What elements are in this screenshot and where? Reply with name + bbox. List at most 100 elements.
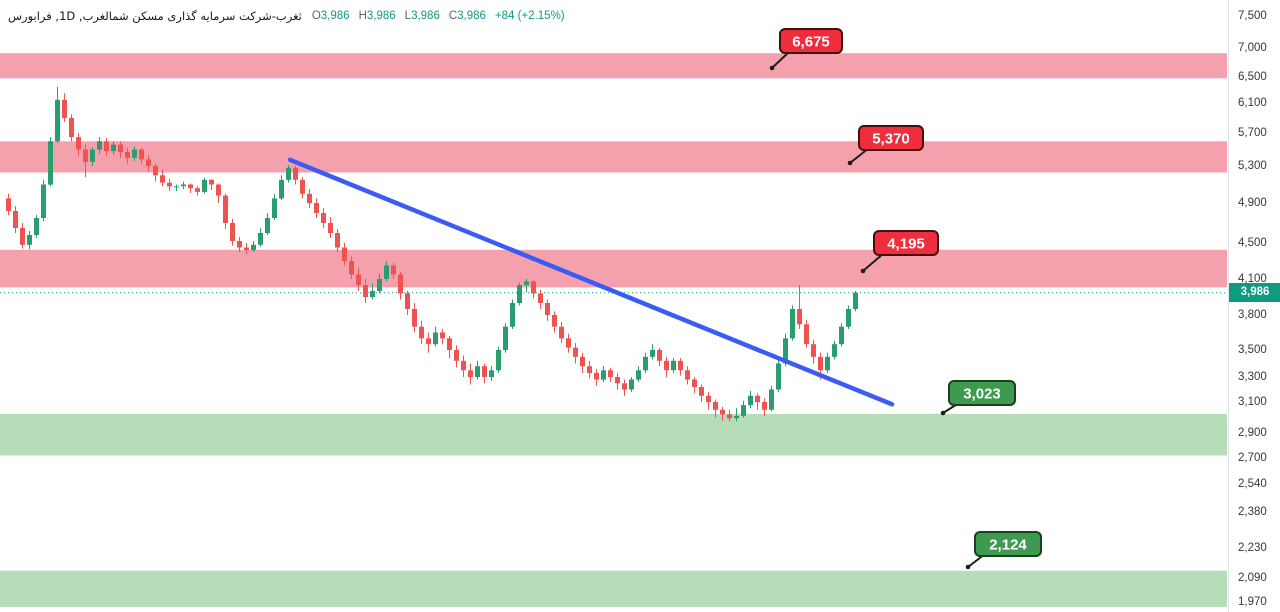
price-scale[interactable]: 3,986 7,500 7,000 6,500 6,100 5,700 5,300 4,90… (1228, 0, 1280, 612)
candle (769, 389, 774, 410)
candle (734, 415, 739, 419)
candle (797, 309, 802, 325)
candle (615, 377, 620, 384)
price-flag-6675[interactable]: 6,675 (769, 28, 843, 71)
y-axis-tick: 7,500 (1238, 10, 1267, 22)
candle (776, 363, 781, 390)
y-axis-tick: 3,500 (1238, 344, 1267, 356)
candle (314, 203, 319, 213)
close-value: 3,986 (457, 10, 486, 22)
candle (62, 99, 67, 119)
low-value: 3,986 (411, 10, 440, 22)
candle (188, 184, 193, 189)
symbol-title[interactable]: ثغرب-شرکت سرمایه گذاری مسکن شمالغرب, 1D,… (8, 9, 302, 23)
candle (804, 324, 809, 345)
flag-price-text: 4,195 (887, 236, 925, 253)
price-flag-3023[interactable]: 3,023 (940, 380, 1016, 416)
candle (664, 360, 669, 371)
price-flag-5370[interactable]: 5,370 (847, 125, 924, 166)
candle (566, 338, 571, 348)
candle (223, 195, 228, 223)
candle (594, 372, 599, 380)
descending-trendline[interactable] (287, 157, 895, 407)
demand-zone[interactable] (0, 413, 1227, 456)
candle (482, 366, 487, 377)
candle (790, 309, 795, 339)
candle (538, 293, 543, 303)
demand-zone[interactable] (0, 570, 1227, 607)
candle (853, 292, 858, 309)
candle (90, 149, 95, 162)
candle (391, 265, 396, 275)
candle (489, 370, 494, 378)
supply-zone[interactable] (0, 141, 1227, 173)
y-axis-tick: 2,700 (1238, 452, 1267, 464)
ohlc-low: L3,986 (405, 10, 440, 22)
candle (293, 167, 298, 180)
candle-wick (176, 184, 177, 191)
candles (6, 86, 858, 422)
candle (104, 141, 109, 152)
y-axis-tick: 6,100 (1238, 97, 1267, 109)
candle (699, 387, 704, 396)
candle (678, 360, 683, 371)
y-axis-tick: 1,970 (1238, 596, 1267, 608)
y-axis-tick: 4,500 (1238, 237, 1267, 249)
candle (370, 291, 375, 297)
candle (461, 360, 466, 371)
candle-wick (736, 408, 737, 422)
y-axis-tick: 5,300 (1238, 160, 1267, 172)
candle (321, 213, 326, 223)
candle (503, 326, 508, 350)
y-axis-tick: 2,540 (1238, 478, 1267, 490)
candle (426, 338, 431, 345)
candle (160, 175, 165, 183)
candle (146, 159, 151, 166)
candle (335, 233, 340, 248)
candle (706, 395, 711, 403)
candle (832, 344, 837, 357)
candle (517, 285, 522, 303)
candle (573, 347, 578, 357)
supply-zone[interactable] (0, 249, 1227, 288)
candle (510, 303, 515, 327)
candle (69, 118, 74, 138)
price-flag-4195[interactable]: 4,195 (860, 230, 939, 274)
candle (328, 223, 333, 233)
candle (559, 326, 564, 339)
ohlc-high: H3,986 (359, 10, 396, 22)
candle (622, 383, 627, 390)
candle (13, 211, 18, 228)
candle (27, 235, 32, 245)
candle (398, 274, 403, 294)
candle (419, 326, 424, 339)
candle (216, 184, 221, 196)
candle (657, 350, 662, 361)
candle (636, 370, 641, 380)
candle-wick (799, 285, 800, 329)
flag-box (873, 230, 939, 256)
flag-box (974, 531, 1042, 557)
candle (6, 198, 11, 211)
flag-price-text: 2,124 (989, 537, 1027, 554)
y-axis-tick: 2,230 (1238, 542, 1267, 554)
low-label: L (404, 10, 412, 22)
ohlc-open: O3,986 (312, 10, 350, 22)
candle (846, 309, 851, 327)
candle (195, 188, 200, 192)
candle (132, 149, 137, 158)
price-flag-2124[interactable]: 2,124 (965, 531, 1042, 570)
candle (650, 350, 655, 357)
supply-zone[interactable] (0, 53, 1227, 79)
candle (209, 179, 214, 185)
y-axis-tick: 3,300 (1238, 371, 1267, 383)
flag-anchor-dot (940, 410, 946, 416)
candle (272, 198, 277, 218)
flag-anchor-dot (860, 268, 866, 274)
candle (685, 370, 690, 380)
high-value: 3,986 (366, 10, 396, 22)
candle (20, 228, 25, 245)
candle (55, 99, 60, 142)
